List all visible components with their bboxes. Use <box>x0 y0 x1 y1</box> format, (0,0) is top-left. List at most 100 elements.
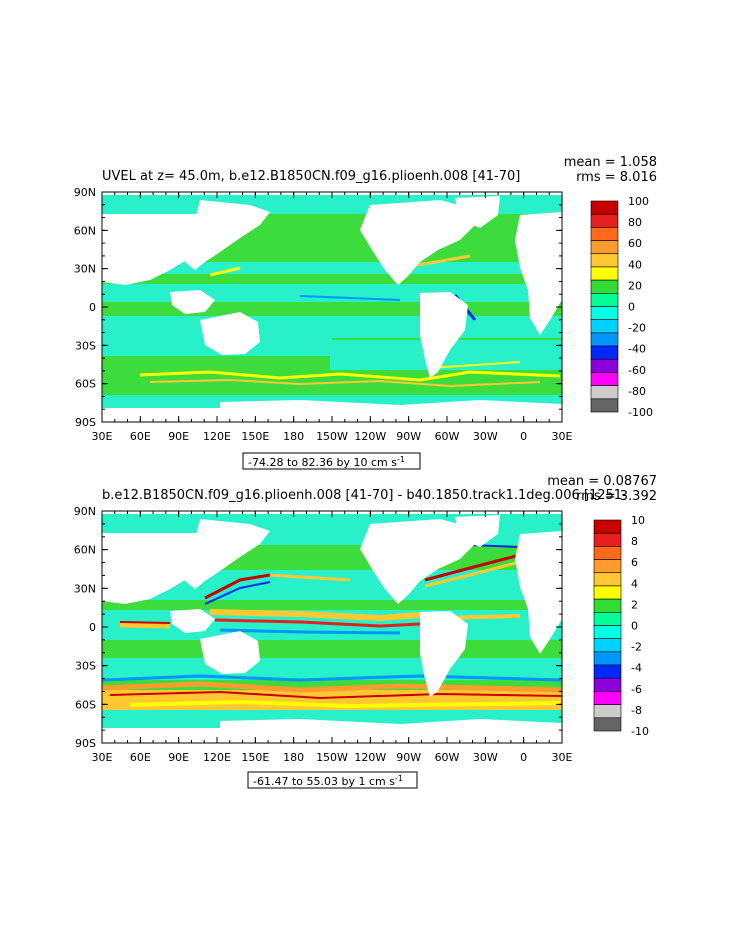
map-panel-2: mean = 0.08767 rms = 3.392 b.e12.B1850CN… <box>74 474 657 789</box>
lat-label: 60S <box>75 698 96 711</box>
panel-2-ticks <box>101 510 563 744</box>
colorbar-swatch <box>590 358 619 373</box>
colorbar-label: 20 <box>628 279 642 292</box>
colorbar-label: 0 <box>628 301 635 314</box>
colorbar-swatch <box>593 612 622 626</box>
colorbar-label: -8 <box>631 704 642 717</box>
panel-2-lon-labels: 30E 60E 90E 120E 150E 180 150W 120W 90W 60W 30W 0 30… <box>92 751 573 764</box>
panel-2-lat-labels: 90N 60N 30N 0 30S 60S 90S <box>74 505 96 750</box>
lon-label: 30E <box>552 751 573 764</box>
lon-label: 30E <box>92 430 113 443</box>
colorbar-label: -20 <box>628 322 646 335</box>
colorbar-swatch <box>593 677 622 692</box>
lon-label: 150W <box>316 430 348 443</box>
colorbar-swatch <box>593 572 622 587</box>
colorbar-swatch <box>593 532 622 547</box>
lon-label: 120E <box>203 430 231 443</box>
colorbar-swatch <box>593 598 622 613</box>
colorbar-swatch <box>590 227 619 241</box>
lon-label: 150W <box>316 751 348 764</box>
colorbar-swatch <box>593 638 622 653</box>
panel-1-range-label: -74.28 to 82.36 by 10 cm s <box>248 456 397 469</box>
colorbar-label: -100 <box>628 406 653 419</box>
lon-label: 60E <box>130 430 151 443</box>
colorbar-swatch <box>590 213 619 228</box>
colorbar-swatch <box>590 253 619 268</box>
colorbar-label: -60 <box>628 364 646 377</box>
colorbar-swatch <box>593 519 622 534</box>
colorbar-label: 4 <box>631 577 638 590</box>
lat-label: 30S <box>75 339 96 352</box>
panel-1-ocean-field <box>102 192 562 422</box>
lon-label: 120W <box>354 751 386 764</box>
colorbar-label: -10 <box>631 725 649 738</box>
lat-label: 90N <box>74 186 96 199</box>
panel-1-colorbar: 100 80 60 40 20 0 -20 -40 -60 -80 -100 <box>590 195 653 419</box>
lon-label: 120W <box>354 430 386 443</box>
panel-2-mean: mean = 0.08767 <box>547 474 657 489</box>
panel-2-range-exp: -1 <box>395 774 403 783</box>
lon-label: 0 <box>520 751 527 764</box>
colorbar-swatch <box>593 559 622 574</box>
lon-label: 180 <box>283 751 304 764</box>
lat-label: 30N <box>74 263 96 276</box>
panel-2-rms: rms = 3.392 <box>576 489 657 504</box>
lat-label: 90N <box>74 505 96 518</box>
lat-label: 60N <box>74 544 96 557</box>
lon-label: 90W <box>396 430 421 443</box>
lon-label: 30W <box>473 751 498 764</box>
svg-text:-74.28 to 82.36 by 10 cm s-1: -74.28 to 82.36 by 10 cm s-1 <box>248 455 405 469</box>
lon-label: 60W <box>435 751 460 764</box>
colorbar-label: -4 <box>631 662 642 675</box>
colorbar-swatch <box>590 293 619 307</box>
lat-label: 0 <box>89 621 96 634</box>
lat-label: 90S <box>75 416 96 429</box>
panel-1-ticks <box>101 191 563 423</box>
panel-2-ocean-field <box>102 511 562 743</box>
colorbar-label: 0 <box>631 620 638 633</box>
lon-label: 180 <box>283 430 304 443</box>
lon-label: 30E <box>552 430 573 443</box>
lon-label: 30W <box>473 430 498 443</box>
panel-2-range-label: -61.47 to 55.03 by 1 cm s <box>253 775 395 788</box>
panel-2-colorbar: 10 8 6 4 2 0 -2 -4 -6 -8 -10 <box>593 514 649 738</box>
colorbar-swatch <box>593 664 622 679</box>
lon-label: 30E <box>92 751 113 764</box>
lat-label: 30N <box>74 582 96 595</box>
colorbar-swatch <box>593 625 622 639</box>
colorbar-label: 6 <box>631 556 638 569</box>
colorbar-label: 10 <box>631 514 645 527</box>
lon-label: 120E <box>203 751 231 764</box>
lat-label: 60N <box>74 224 96 237</box>
map-panel-1: mean = 1.058 rms = 8.016 UVEL at z= 45.0… <box>74 155 657 470</box>
colorbar-swatch <box>593 691 622 705</box>
colorbar-swatch <box>590 306 619 320</box>
lat-label: 60S <box>75 378 96 391</box>
lon-label: 150E <box>241 751 269 764</box>
colorbar-swatch <box>590 266 619 281</box>
colorbar-label: 8 <box>631 535 638 548</box>
colorbar-swatch <box>590 345 619 360</box>
panel-1-range-box: -74.28 to 82.36 by 10 cm s-1 <box>242 452 421 470</box>
panel-1-lat-labels: 90N 60N 30N 0 30S 60S 90S <box>74 186 96 429</box>
colorbar-label: 2 <box>631 598 638 611</box>
colorbar-swatch <box>590 385 619 400</box>
colorbar-swatch <box>590 240 619 255</box>
lat-label: 30S <box>75 660 96 673</box>
colorbar-label: -6 <box>631 683 642 696</box>
lon-label: 90E <box>168 430 189 443</box>
colorbar-swatch <box>590 279 619 294</box>
panel-2-title: b.e12.B1850CN.f09_g16.plioenh.008 [41-70… <box>102 488 627 503</box>
panel-1-range-exp: -1 <box>397 455 405 464</box>
colorbar-label: -80 <box>628 385 646 398</box>
lat-label: 90S <box>75 737 96 750</box>
colorbar-swatch <box>590 398 619 413</box>
colorbar-label: 100 <box>628 195 649 208</box>
colorbar-swatch <box>590 319 619 334</box>
panel-1-lon-labels: 30E 60E 90E 120E 150E 180 150W 120W 90W 60W 30W 0 30… <box>92 430 573 443</box>
colorbar-label: 80 <box>628 216 642 229</box>
colorbar-swatch <box>593 585 622 600</box>
colorbar-swatch <box>590 332 619 347</box>
lon-label: 60W <box>435 430 460 443</box>
panel-2-range-box: -61.47 to 55.03 by 1 cm s-1 <box>247 771 418 789</box>
